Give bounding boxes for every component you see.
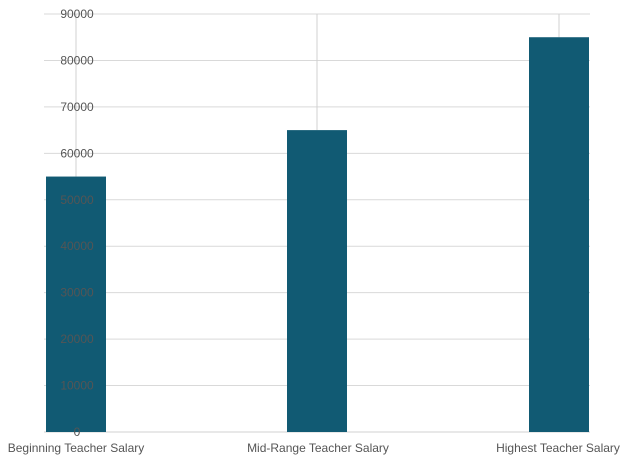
x-category-label: Highest Teacher Salary [496,441,620,455]
bar [287,130,347,432]
y-tick-label: 90000 [60,7,94,21]
y-tick-label: 60000 [60,146,94,160]
y-tick-labels: 0 10000 20000 30000 40000 50000 60000 70000 8000… [60,7,94,439]
y-tick-label: 50000 [60,193,94,207]
y-tick-label: 40000 [60,239,94,253]
y-tick-label: 10000 [60,379,94,393]
y-tick-label: 80000 [60,53,94,67]
y-tick-label: 70000 [60,100,94,114]
y-tick-label: 20000 [60,332,94,346]
y-tick-label: 30000 [60,286,94,300]
y-tick-label: 0 [74,425,81,439]
bars [46,37,589,432]
x-category-label: Mid-Range Teacher Salary [247,441,389,455]
x-category-label: Beginning Teacher Salary [8,441,145,455]
x-category-labels: Beginning Teacher Salary Mid-Range Teache… [8,441,620,455]
category-lines [75,14,560,177]
bar [46,176,106,432]
bar [529,37,589,432]
